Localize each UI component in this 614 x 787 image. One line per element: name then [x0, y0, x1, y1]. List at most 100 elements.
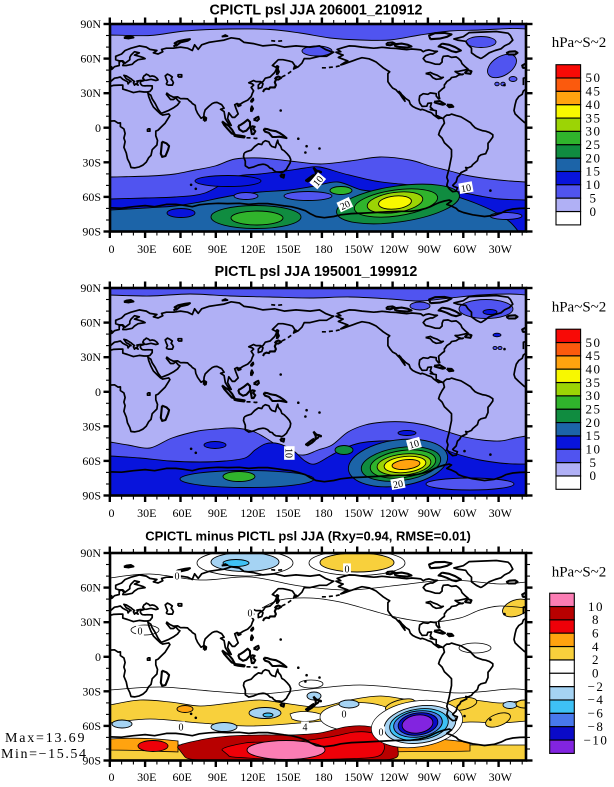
svg-text:90S: 90S: [82, 225, 101, 239]
svg-text:5: 5: [590, 455, 598, 470]
svg-text:90W: 90W: [418, 506, 442, 520]
svg-text:120E: 120E: [240, 770, 265, 782]
svg-text:20: 20: [586, 150, 602, 165]
svg-text:180: 180: [315, 770, 333, 782]
svg-text:60N: 60N: [80, 316, 101, 330]
svg-text:50: 50: [586, 70, 602, 85]
svg-text:30W: 30W: [489, 242, 513, 256]
svg-text:45: 45: [586, 348, 602, 363]
svg-text:90W: 90W: [418, 242, 442, 256]
svg-text:15: 15: [586, 428, 602, 443]
svg-text:0: 0: [109, 242, 115, 256]
svg-text:30S: 30S: [82, 155, 101, 169]
svg-text:60S: 60S: [82, 190, 101, 204]
svg-text:10: 10: [586, 177, 602, 192]
svg-text:−2: −2: [588, 679, 605, 694]
svg-text:8: 8: [592, 612, 600, 627]
svg-text:hPa~S~2: hPa~S~2: [552, 35, 607, 51]
svg-text:−10: −10: [584, 732, 609, 747]
svg-text:120W: 120W: [380, 770, 410, 782]
svg-text:40: 40: [586, 97, 602, 112]
svg-text:60N: 60N: [80, 581, 101, 595]
svg-text:60N: 60N: [80, 52, 101, 66]
svg-text:0: 0: [342, 709, 347, 720]
svg-text:60W: 60W: [453, 506, 477, 520]
svg-text:PICTL psl JJA 195001_199912: PICTL psl JJA 195001_199912: [215, 264, 418, 280]
svg-text:30S: 30S: [82, 419, 101, 433]
svg-text:150E: 150E: [276, 506, 301, 520]
svg-text:60S: 60S: [82, 719, 101, 733]
svg-text:120E: 120E: [240, 506, 265, 520]
svg-text:30: 30: [586, 388, 602, 403]
svg-text:0: 0: [95, 121, 101, 135]
svg-text:hPa~S~2: hPa~S~2: [552, 565, 607, 581]
svg-text:30: 30: [586, 124, 602, 139]
svg-text:45: 45: [586, 84, 602, 99]
svg-text:30E: 30E: [137, 242, 156, 256]
svg-text:0: 0: [590, 204, 598, 219]
svg-text:90N: 90N: [80, 17, 101, 31]
svg-text:35: 35: [586, 375, 602, 390]
svg-text:0: 0: [590, 468, 598, 483]
svg-text:30W: 30W: [489, 770, 513, 782]
svg-text:6: 6: [592, 626, 600, 641]
svg-text:180: 180: [315, 242, 333, 256]
svg-text:20: 20: [586, 415, 602, 430]
svg-text:90W: 90W: [418, 770, 442, 782]
svg-text:150E: 150E: [276, 770, 301, 782]
svg-text:0: 0: [592, 666, 600, 681]
svg-text:30E: 30E: [137, 506, 156, 520]
svg-text:Max=13.69: Max=13.69: [5, 731, 86, 746]
svg-text:120E: 120E: [240, 242, 265, 256]
svg-text:50: 50: [586, 335, 602, 350]
svg-text:0: 0: [379, 727, 384, 738]
svg-text:10: 10: [283, 448, 294, 458]
svg-text:150W: 150W: [344, 770, 374, 782]
svg-text:60E: 60E: [173, 770, 192, 782]
svg-text:10: 10: [586, 442, 602, 457]
svg-text:0: 0: [175, 571, 180, 582]
svg-text:−8: −8: [588, 719, 605, 734]
svg-text:4: 4: [303, 722, 308, 733]
svg-text:30N: 30N: [80, 86, 101, 100]
svg-text:90E: 90E: [208, 506, 227, 520]
svg-text:20: 20: [339, 199, 353, 213]
svg-text:25: 25: [586, 137, 602, 152]
svg-text:0: 0: [109, 770, 115, 782]
svg-text:hPa~S~2: hPa~S~2: [552, 300, 607, 316]
svg-text:10: 10: [460, 183, 472, 196]
svg-text:90N: 90N: [80, 281, 101, 295]
svg-text:CPICTL minus PICTL psl JJA (Rx: CPICTL minus PICTL psl JJA (Rxy=0.94, RM…: [145, 529, 471, 544]
svg-text:0: 0: [95, 650, 101, 664]
svg-text:0: 0: [138, 626, 143, 637]
svg-text:−4: −4: [588, 692, 605, 707]
svg-text:0: 0: [345, 564, 350, 575]
svg-text:120W: 120W: [380, 506, 410, 520]
svg-text:0: 0: [109, 506, 115, 520]
svg-text:CPICTL psl JJA 206001_210912: CPICTL psl JJA 206001_210912: [209, 3, 422, 19]
svg-text:30E: 30E: [137, 770, 156, 782]
svg-text:30W: 30W: [489, 506, 513, 520]
svg-text:4: 4: [592, 639, 600, 654]
svg-text:150E: 150E: [276, 242, 301, 256]
svg-text:Min=−15.54: Min=−15.54: [1, 747, 88, 762]
svg-text:90E: 90E: [208, 770, 227, 782]
svg-text:10: 10: [588, 599, 604, 614]
svg-text:10: 10: [408, 438, 421, 451]
svg-text:40: 40: [586, 361, 602, 376]
svg-text:−6: −6: [588, 706, 605, 721]
svg-text:90N: 90N: [80, 546, 101, 560]
svg-text:0: 0: [95, 385, 101, 399]
svg-text:150W: 150W: [344, 506, 374, 520]
svg-text:150W: 150W: [344, 242, 374, 256]
svg-text:60W: 60W: [453, 770, 477, 782]
svg-text:90E: 90E: [208, 242, 227, 256]
svg-text:30N: 30N: [80, 350, 101, 364]
svg-text:90S: 90S: [82, 754, 101, 768]
svg-text:5: 5: [590, 190, 598, 205]
svg-text:30S: 30S: [82, 684, 101, 698]
svg-text:120W: 120W: [380, 242, 410, 256]
svg-text:60E: 60E: [173, 506, 192, 520]
svg-text:60W: 60W: [453, 242, 477, 256]
svg-text:30N: 30N: [80, 615, 101, 629]
